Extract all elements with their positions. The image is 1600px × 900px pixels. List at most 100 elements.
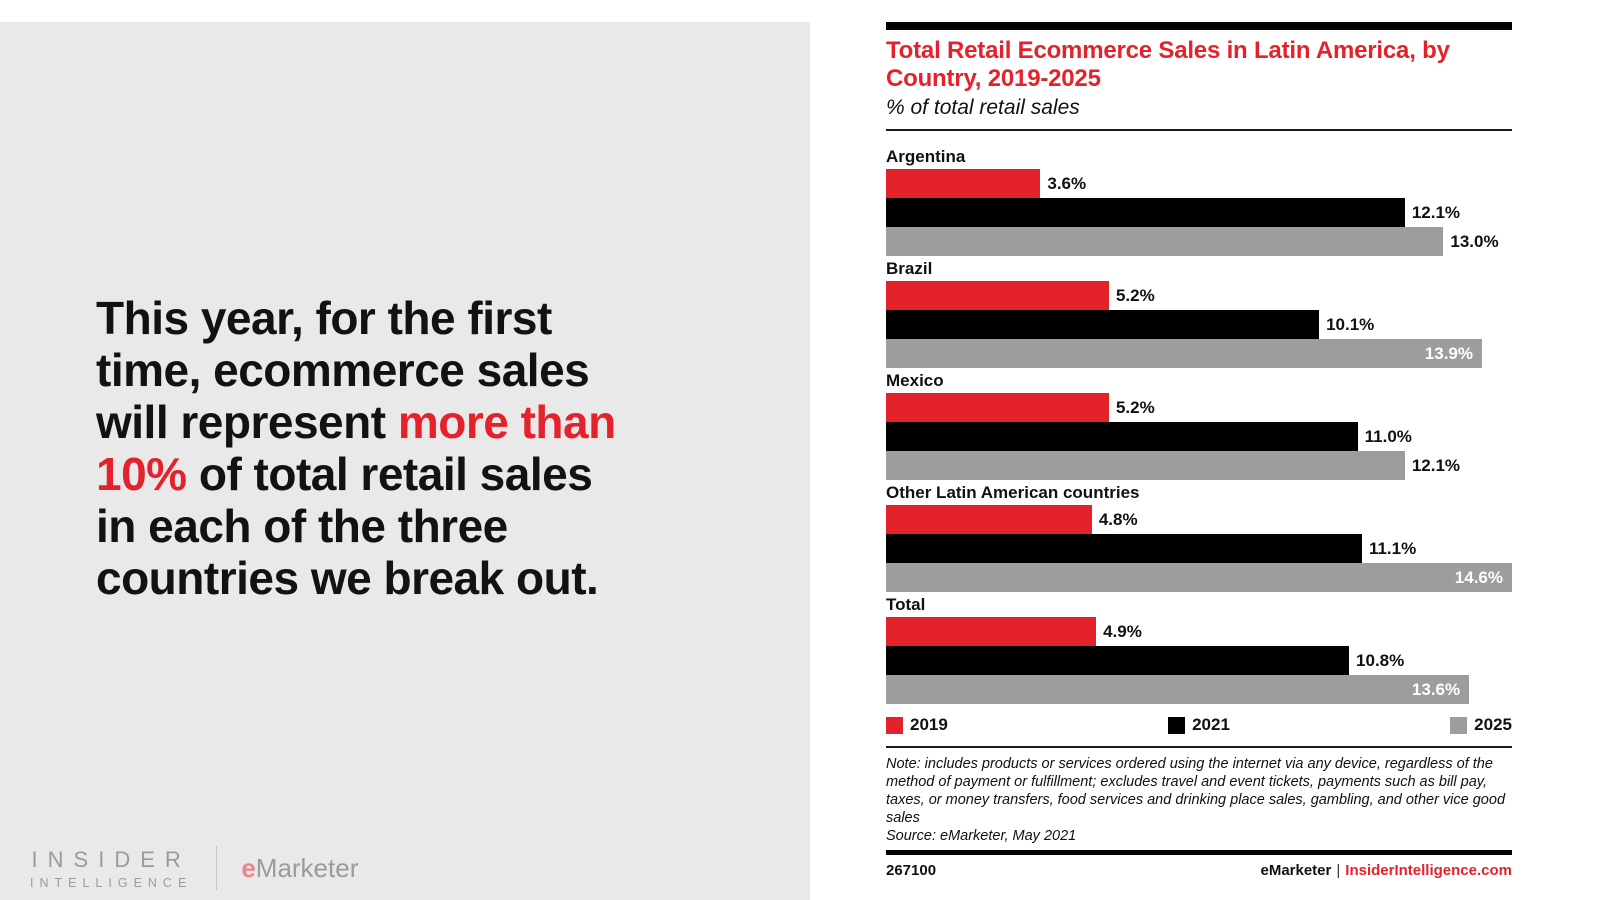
bar-group: Brazil 5.2% 10.1% 13.9% <box>886 258 1512 368</box>
brand-logos: INSIDER INTELLIGENCE eMarketer <box>30 846 358 890</box>
bar-row: 4.8% <box>886 505 1512 534</box>
bar-value-label: 12.1% <box>1411 202 1461 222</box>
category-label: Total <box>886 595 926 614</box>
headline-text: of total retail sales <box>186 448 593 500</box>
legend-item-2019: 2019 <box>886 715 948 735</box>
headline-text: in each of the three <box>96 500 508 552</box>
bar-row: 4.9% <box>886 617 1512 646</box>
bar-row: 13.0% <box>886 227 1512 256</box>
insider-logo-line2: INTELLIGENCE <box>30 875 193 890</box>
bar-2021 <box>886 198 1405 227</box>
bar-2025: 14.6% <box>886 563 1512 592</box>
headline-text: countries we break out. <box>96 552 599 604</box>
note-text: Note: includes products or services orde… <box>886 756 1506 826</box>
headline-line: This year, for the first <box>96 292 736 344</box>
bar-row: 11.1% <box>886 534 1512 563</box>
bar-2021 <box>886 646 1350 675</box>
category-label: Mexico <box>886 371 944 390</box>
headline-red-text: 10% <box>96 448 187 500</box>
bar-value-label: 5.2% <box>1115 285 1155 305</box>
left-panel: This year, for the first time, ecommerce … <box>0 22 810 900</box>
footer-site-link: InsiderIntelligence.com <box>1345 862 1512 879</box>
logo-divider <box>216 846 218 890</box>
headline: This year, for the first time, ecommerce … <box>96 292 736 604</box>
bar-row: 12.1% <box>886 451 1512 480</box>
bar-2021 <box>886 422 1358 451</box>
emarketer-logo-rest: Marketer <box>255 852 359 883</box>
bar-row: 11.0% <box>886 422 1512 451</box>
headline-text: This year, for the first <box>96 292 552 344</box>
legend-label: 2021 <box>1192 715 1230 734</box>
bar-row: 10.8% <box>886 646 1512 675</box>
legend-swatch-2019 <box>886 716 903 734</box>
bar-row: 5.2% <box>886 281 1512 310</box>
source-text: Source: eMarketer, May 2021 <box>886 828 1077 844</box>
headline-line: in each of the three <box>96 500 736 552</box>
bar-value-label: 13.0% <box>1450 231 1499 251</box>
insider-logo-line1: INSIDER <box>31 846 191 872</box>
headline-text: will represent <box>96 396 398 448</box>
headline-line: will represent more than <box>96 396 736 448</box>
bar-2025 <box>886 227 1444 256</box>
bar-group: Other Latin American countries 4.8% 11.1% 1… <box>886 482 1512 592</box>
footer-emarketer: eMarketer <box>1260 862 1332 879</box>
bar-2025: 13.9% <box>886 339 1482 368</box>
bar-2025 <box>886 451 1405 480</box>
bar-value-label: 4.8% <box>1098 509 1138 529</box>
bar-row: 14.6% <box>886 563 1512 592</box>
bar-value-label: 10.8% <box>1356 650 1405 670</box>
bar-chart: Argentina 3.6% 12.1% 13.0% Brazil 5.2% 10.1% 13… <box>886 146 1512 704</box>
headline-red-text: more than <box>397 396 616 448</box>
bar-2021 <box>886 310 1320 339</box>
legend-item-2021: 2021 <box>1168 715 1230 735</box>
chart-legend: 2019 2021 2025 <box>886 715 1512 735</box>
bar-value-label: 5.2% <box>1115 397 1155 417</box>
bar-2019 <box>886 617 1097 646</box>
note-block: Note: includes products or services orde… <box>886 746 1512 845</box>
bar-row: 13.6% <box>886 675 1512 704</box>
emarketer-logo: eMarketer <box>241 853 358 884</box>
bar-value-label: 11.0% <box>1364 426 1412 446</box>
insider-intelligence-logo: INSIDER INTELLIGENCE <box>30 847 192 890</box>
headline-line: time, ecommerce sales <box>96 344 736 396</box>
bar-value-label: 13.6% <box>1411 680 1461 699</box>
bar-2019 <box>886 393 1109 422</box>
bar-value-label: 3.6% <box>1047 173 1087 193</box>
bar-row: 3.6% <box>886 169 1512 198</box>
bar-2025: 13.6% <box>886 675 1470 704</box>
bar-group: Mexico 5.2% 11.0% 12.1% <box>886 370 1512 480</box>
chart-footer: 267100 eMarketer | InsiderIntelligence.com <box>886 862 1512 879</box>
bar-row: 5.2% <box>886 393 1512 422</box>
bar-row: 10.1% <box>886 310 1512 339</box>
bar-value-label: 13.9% <box>1424 344 1473 363</box>
chart-title: Total Retail Ecommerce Sales in Latin Am… <box>886 37 1450 92</box>
legend-label: 2025 <box>1474 715 1512 734</box>
legend-label: 2019 <box>910 715 948 734</box>
bar-group: Total 4.9% 10.8% 13.6% <box>886 594 1512 704</box>
bar-value-label: 4.9% <box>1103 621 1142 641</box>
bar-2021 <box>886 534 1362 563</box>
legend-swatch-2025 <box>1450 716 1468 734</box>
footer-separator: | <box>1336 862 1341 879</box>
top-rule <box>886 22 1512 30</box>
bar-value-label: 10.1% <box>1326 314 1375 334</box>
bar-value-label: 14.6% <box>1454 568 1503 587</box>
bar-row: 13.9% <box>886 339 1512 368</box>
headline-text: time, ecommerce sales <box>96 344 590 396</box>
bar-2019 <box>886 169 1041 198</box>
bar-2019 <box>886 505 1092 534</box>
legend-swatch-2021 <box>1168 716 1186 734</box>
chart-panel: Total Retail Ecommerce Sales in Latin Am… <box>886 22 1512 879</box>
chart-id: 267100 <box>886 862 937 879</box>
category-label: Other Latin American countries <box>886 483 1140 502</box>
bar-value-label: 12.1% <box>1411 455 1461 475</box>
category-label: Brazil <box>886 259 933 278</box>
bar-2019 <box>886 281 1109 310</box>
bottom-rule <box>886 850 1512 855</box>
chart-subtitle: % of total retail sales <box>886 96 1512 131</box>
emarketer-logo-e: e <box>241 852 256 883</box>
legend-item-2025: 2025 <box>1450 715 1512 735</box>
bar-row: 12.1% <box>886 198 1512 227</box>
category-label: Argentina <box>886 147 966 166</box>
